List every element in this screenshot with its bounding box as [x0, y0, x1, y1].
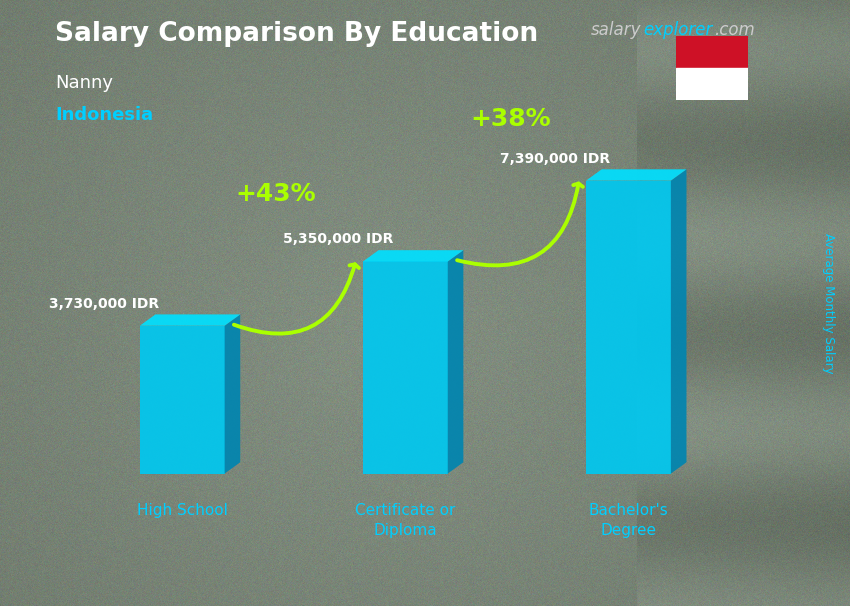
- Polygon shape: [363, 250, 463, 261]
- Polygon shape: [671, 169, 687, 473]
- Polygon shape: [139, 325, 224, 473]
- Text: +38%: +38%: [470, 107, 551, 131]
- Text: 5,350,000 IDR: 5,350,000 IDR: [283, 233, 394, 247]
- Bar: [676, 36, 748, 68]
- Text: Salary Comparison By Education: Salary Comparison By Education: [55, 21, 538, 47]
- Polygon shape: [448, 250, 463, 473]
- Polygon shape: [586, 181, 671, 473]
- Polygon shape: [224, 315, 241, 473]
- Text: Indonesia: Indonesia: [55, 106, 153, 124]
- Polygon shape: [139, 315, 241, 325]
- Bar: [676, 68, 748, 100]
- Text: +43%: +43%: [235, 182, 316, 206]
- Text: High School: High School: [137, 504, 228, 518]
- Text: .com: .com: [714, 21, 755, 39]
- Polygon shape: [586, 169, 687, 181]
- Text: explorer: explorer: [643, 21, 713, 39]
- Text: 7,390,000 IDR: 7,390,000 IDR: [500, 152, 610, 165]
- Text: Nanny: Nanny: [55, 74, 113, 92]
- Text: Average Monthly Salary: Average Monthly Salary: [822, 233, 836, 373]
- Text: 3,730,000 IDR: 3,730,000 IDR: [49, 297, 159, 311]
- Polygon shape: [363, 261, 448, 473]
- Text: Bachelor's
Degree: Bachelor's Degree: [588, 504, 668, 538]
- Text: Certificate or
Diploma: Certificate or Diploma: [355, 504, 456, 538]
- Text: salary: salary: [591, 21, 641, 39]
